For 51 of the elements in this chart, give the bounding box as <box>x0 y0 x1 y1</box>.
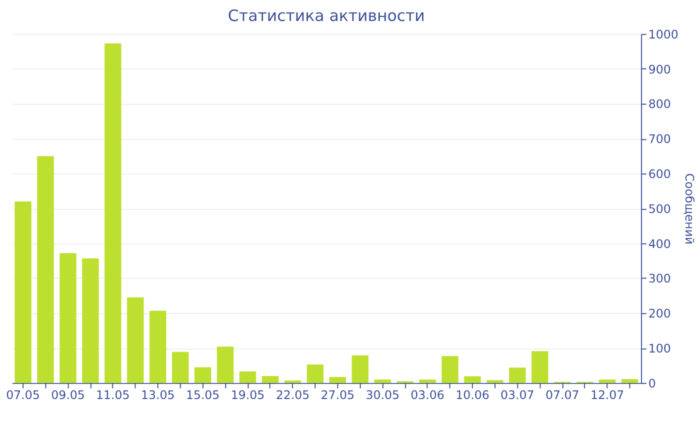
y-axis-title: Сообщений <box>682 173 696 245</box>
x-tick-label: 12.07 <box>590 388 624 402</box>
x-tick-label: 22.05 <box>276 388 310 402</box>
chart-title: Статистика активности <box>228 6 425 26</box>
bar <box>621 379 638 383</box>
bar <box>486 380 504 383</box>
x-tick-label: 13.05 <box>141 388 175 402</box>
bar <box>598 379 616 383</box>
bar <box>14 201 32 383</box>
bar <box>82 258 99 383</box>
bar <box>239 371 256 383</box>
bar <box>329 377 346 383</box>
bar <box>216 346 234 383</box>
x-tick-label: 30.05 <box>366 388 400 402</box>
x-tick-label: 11.05 <box>96 388 130 402</box>
bar <box>150 310 166 383</box>
bar <box>532 351 548 383</box>
bar <box>306 364 324 383</box>
x-tick-label: 09.05 <box>51 388 85 402</box>
x-tick-label: 19.05 <box>230 388 265 402</box>
bar <box>419 379 436 383</box>
y-tick-label: 400 <box>648 236 671 251</box>
y-tick-label: 900 <box>648 62 671 76</box>
bar <box>194 367 212 383</box>
x-tick-label: 15.05 <box>186 388 220 402</box>
y-tick-label: 0 <box>648 376 656 390</box>
y-tick-label: 200 <box>648 306 671 321</box>
bar <box>262 376 279 383</box>
x-tick-label: 07.07 <box>545 388 580 402</box>
y-tick-label: 500 <box>648 202 671 216</box>
bar <box>509 368 526 383</box>
y-tick-label: 600 <box>648 166 671 181</box>
x-tick-label: 03.07 <box>500 388 534 402</box>
bar <box>104 43 122 383</box>
bar <box>464 376 481 383</box>
bar <box>127 297 144 383</box>
y-tick-label: 1000 <box>648 27 678 42</box>
bar <box>374 379 391 383</box>
y-tick-label: 800 <box>648 97 671 112</box>
x-tick-label: 07.05 <box>6 388 40 402</box>
bar <box>60 253 76 383</box>
bar <box>172 352 189 383</box>
x-tick-label: 10.06 <box>456 388 490 402</box>
bar <box>442 356 458 383</box>
x-tick-label: 27.05 <box>320 388 355 402</box>
y-tick-label: 100 <box>648 341 671 356</box>
bar <box>352 355 368 383</box>
y-tick-label: 700 <box>648 132 671 146</box>
bar <box>37 156 54 383</box>
y-tick-label: 300 <box>648 272 671 286</box>
x-tick-label: 03.06 <box>410 388 444 402</box>
